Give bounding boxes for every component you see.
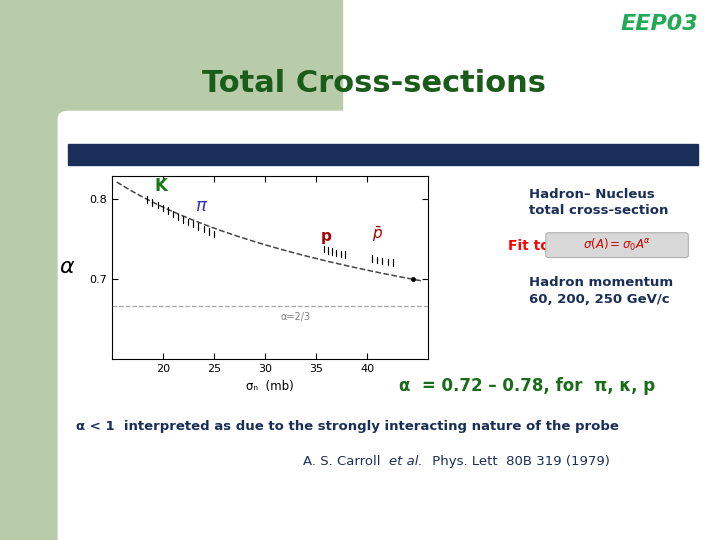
Text: $\alpha$: $\alpha$ <box>59 257 76 278</box>
Bar <box>68 0 342 119</box>
Text: Total Cross-sections: Total Cross-sections <box>202 69 546 98</box>
Text: $\sigma(A) = \sigma_0 A^{\alpha}$: $\sigma(A) = \sigma_0 A^{\alpha}$ <box>583 237 651 253</box>
FancyBboxPatch shape <box>546 233 688 258</box>
Text: α < 1  interpreted as due to the strongly interacting nature of the probe: α < 1 interpreted as due to the strongly… <box>76 420 618 433</box>
Text: α  = 0.72 – 0.78, for  π, κ, p: α = 0.72 – 0.78, for π, κ, p <box>399 377 655 395</box>
Text: A. S. Carroll: A. S. Carroll <box>303 455 389 468</box>
FancyBboxPatch shape <box>58 111 709 540</box>
Text: α=2/3: α=2/3 <box>280 312 310 322</box>
Text: Hadron– Nucleus
total cross-section: Hadron– Nucleus total cross-section <box>529 187 669 218</box>
X-axis label: σₙ  (mb): σₙ (mb) <box>246 380 294 393</box>
Text: K: K <box>155 178 167 195</box>
Text: Hadron momentum
60, 200, 250 GeV/c: Hadron momentum 60, 200, 250 GeV/c <box>529 275 673 306</box>
Bar <box>0 0 68 540</box>
Text: $\bar{p}$: $\bar{p}$ <box>372 225 383 244</box>
Text: et al.: et al. <box>389 455 423 468</box>
Text: EEP03: EEP03 <box>621 14 698 33</box>
Text: p: p <box>321 229 332 244</box>
Text: $\pi$: $\pi$ <box>195 198 209 215</box>
Text: Fit to: Fit to <box>508 239 549 253</box>
Text: Phys. Lett  80B 319 (1979): Phys. Lett 80B 319 (1979) <box>428 455 611 468</box>
Bar <box>68 144 698 165</box>
